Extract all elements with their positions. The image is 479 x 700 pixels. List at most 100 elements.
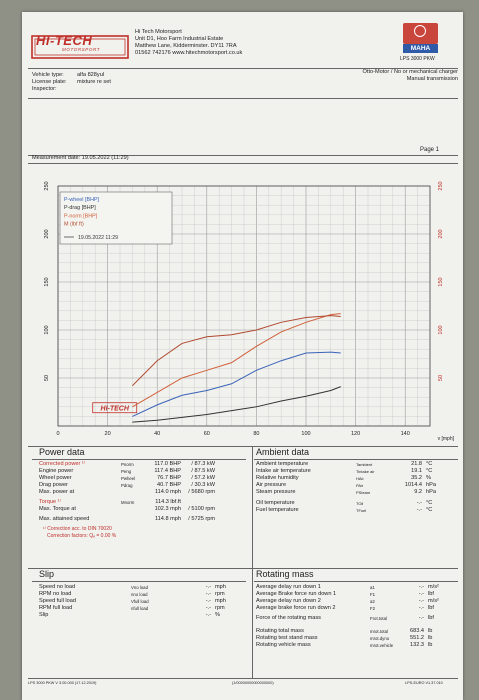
legend-item: P-drag [BHP] xyxy=(64,205,96,211)
x-tick-label: 80 xyxy=(253,431,259,437)
correction-note: ¹⁾ Correction acc. to DIN 70020 xyxy=(43,526,112,532)
maha-logo-text: MAHA xyxy=(403,44,438,53)
ambient-row: Relative humidity HAir 35.2% xyxy=(256,475,431,481)
ambient-heading-rule xyxy=(254,459,458,460)
slip-heading: Slip xyxy=(39,569,55,579)
power-data-table: Corrected power ¹⁾ Pnorm 117.0 BHP/ 87.3 k… xyxy=(39,461,249,540)
footer-version: LPS 3000 PKW V 3.00.000 (17.12.2019) xyxy=(28,681,97,685)
company-contact: 01562 742176 www.hitechmotorsport.co.uk xyxy=(135,50,243,56)
series-line xyxy=(132,351,341,417)
slip-row: RPM no load nno load -.- rpm xyxy=(39,591,225,597)
legend-date: 19.05.2022 11:29 xyxy=(78,235,118,241)
max-speed-row: Max. attained speed 114.8 mph/ 5725 rpm xyxy=(39,516,215,522)
x-tick-label: 60 xyxy=(204,431,210,437)
torque-at-row: Max. Torque at 102.3 mph/ 5100 rpm xyxy=(39,506,215,512)
ambient-row: Fuel temperature TFuel -.- °C xyxy=(256,507,433,513)
ambient-row: Intake air temperature Tintake air 19.1 °C xyxy=(256,468,433,474)
footer-serial: (1/00000000000000000) xyxy=(232,681,274,685)
legend-item: P-norm [BHP] xyxy=(64,213,98,219)
footer-divider xyxy=(28,678,458,679)
slip-row: Speed no load Vno load -.- mph xyxy=(39,584,226,590)
left-tick-label: 100 xyxy=(44,325,50,334)
legend-box xyxy=(59,191,173,245)
transmission-type: Manual transmission xyxy=(406,76,458,82)
x-tick-label: 40 xyxy=(154,431,160,437)
power-row: Corrected power ¹⁾ Pnorm 117.0 BHP/ 87.3 k… xyxy=(39,461,215,467)
info-divider xyxy=(28,98,458,99)
page-divider xyxy=(28,155,458,156)
rotating-row: Average Brake force run down 1 F1 -.- lbf xyxy=(256,591,434,597)
right-tick-label: 200 xyxy=(438,229,444,238)
left-tick-label: 200 xyxy=(44,229,50,238)
rotating-row: Average delay run down 1 a1 -.- m/s² xyxy=(256,584,439,590)
watermark-frame xyxy=(92,402,138,414)
ambient-data-heading: Ambient data xyxy=(256,447,310,457)
rotating-row: Rotating total mass mrot.total 683.4 lb xyxy=(256,628,433,634)
ambient-row: Steam pressure PSteam 9.2 hPa xyxy=(256,489,436,495)
left-tick-label: 250 xyxy=(44,181,50,190)
maha-model: LPS 3000 PKW xyxy=(400,56,435,62)
company-name: Hi Tech Motorsport xyxy=(135,29,182,35)
logo-subtext: MOTORSPORT xyxy=(62,47,101,52)
right-tick-label: 250 xyxy=(438,181,444,190)
torque-row: Torque ¹⁾ Mnorm 114.3 lbf.ft xyxy=(39,499,181,505)
ambient-row: Air pressure PAir 1014.4 hPa xyxy=(256,482,436,488)
left-tick-label: 50 xyxy=(44,375,50,381)
rotating-mass-heading: Rotating mass xyxy=(256,569,314,579)
power-row: Max. power at 114.0 mph/ 5680 rpm xyxy=(39,489,215,495)
right-tick-label: 50 xyxy=(438,375,444,381)
x-tick-label: 0 xyxy=(56,431,59,437)
slip-row: RPM full load nfull load -.- rpm xyxy=(39,605,225,611)
slip-row: Speed full load Vfull load -.- mph xyxy=(39,598,226,604)
company-address: Hi Tech Motorsport Unit D1, Hoo Farm Ind… xyxy=(135,29,242,57)
x-tick-label: 120 xyxy=(351,431,360,437)
vehicle-type-value: alfa 828yul xyxy=(77,72,105,78)
rotating-row: Average delay run down 2 a2 -.- m/s² xyxy=(256,598,439,604)
x-axis-unit: v [mph] xyxy=(438,436,455,442)
legend-item: P-wheel [BHP] xyxy=(64,197,100,203)
engine-info: Otto-Motor / No or mechanical charger Ma… xyxy=(322,69,458,83)
dyno-report-sheet: HI-TECH MOTORSPORT Hi Tech Motorsport Un… xyxy=(22,12,463,700)
rotating-mass-table: Average delay run down 1 a1 -.- m/s² Averag… xyxy=(256,584,456,649)
right-tick-label: 150 xyxy=(438,277,444,286)
company-addr1: Unit D1, Hoo Farm Industrial Estate xyxy=(135,36,224,42)
x-tick-label: 100 xyxy=(301,431,310,437)
legend-item: M (lbf ft) xyxy=(64,222,84,228)
series-line xyxy=(132,315,341,387)
header-divider xyxy=(28,68,458,69)
vehicle-info: Vehicle type: alfa 828yul License plate: m… xyxy=(32,72,111,93)
maha-logo: MAHA xyxy=(403,23,438,53)
plot-frame xyxy=(57,185,431,427)
slip-heading-rule xyxy=(32,581,246,582)
ambient-row: Ambient temperature Tambient 21.8 °C xyxy=(256,461,433,467)
power-heading-rule xyxy=(32,459,246,460)
power-row: Wheel power Pwheel 76.7 BHP/ 57.2 kW xyxy=(39,475,215,481)
inspector-label: Inspector: xyxy=(32,86,57,92)
x-tick-label: 140 xyxy=(401,431,410,437)
watermark-text: HI-TECH xyxy=(101,406,130,413)
rotating-row: Rotating test stand mass mrot.dyno 551.2 lb xyxy=(256,635,433,641)
lower-section-divider xyxy=(252,568,253,678)
left-tick-label: 150 xyxy=(44,277,50,286)
hitech-logo xyxy=(31,35,129,59)
company-addr2: Matthew Lane, Kidderminster. DY11 7RA xyxy=(135,43,237,49)
maha-emblem-icon xyxy=(403,23,438,44)
engine-type: Otto-Motor / No or mechanical charger xyxy=(362,69,458,75)
correction-factor: Correction factors: Qₑ = 0.00 % xyxy=(47,533,117,539)
power-row: Engine power Peng 117.4 BHP/ 87.5 kW xyxy=(39,468,215,474)
power-row: Drag power Pdrag 40.7 BHP/ 30.3 kW xyxy=(39,482,215,488)
ambient-data-table: Ambient temperature Tambient 21.8 °C Intake… xyxy=(256,461,456,514)
series-line xyxy=(132,313,341,408)
x-tick-label: 20 xyxy=(105,431,111,437)
rotating-heading-rule xyxy=(254,581,458,582)
ambient-row: Oil temperature TOil -.- °C xyxy=(256,500,433,506)
footer-software: LPS-EURO V1.37.010 xyxy=(405,681,443,685)
slip-row: Slip -.-% xyxy=(39,612,220,618)
data-section-divider xyxy=(252,446,253,568)
right-tick-label: 100 xyxy=(438,325,444,334)
lower-section-top xyxy=(28,568,458,569)
power-data-heading: Power data xyxy=(39,447,85,457)
slip-table: Speed no load Vno load -.- mph RPM no load n… xyxy=(39,584,249,619)
license-plate-label: License plate: xyxy=(32,79,67,85)
rotating-row: Average brake force run down 2 F2 -.- lbf xyxy=(256,605,434,611)
